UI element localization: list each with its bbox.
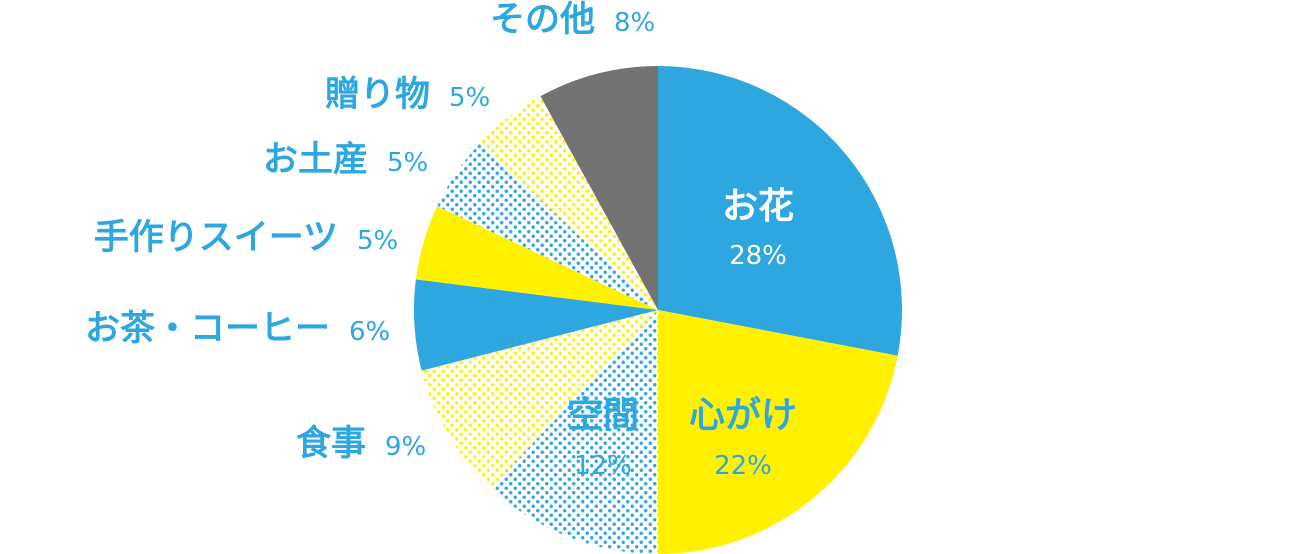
slice-percent-6: 5% xyxy=(357,226,398,256)
pie-labels: お花 28% 心がけ 22% 空間 12% 食事 9% お茶・コーヒー 6% 手作りスイーツ 5% お土… xyxy=(85,0,797,481)
pie-slice-1 xyxy=(658,66,903,356)
pie-slice-5 xyxy=(413,279,658,371)
slice-label-2: 心がけ xyxy=(689,395,797,436)
slice-label-3: 空間 xyxy=(567,395,639,436)
slice-percent-3: 12% xyxy=(574,451,632,481)
slice-percent-7: 5% xyxy=(387,148,428,178)
slice-percent-4: 9% xyxy=(385,432,426,462)
slice-percent-9: 8% xyxy=(614,8,655,38)
pie-slice-6 xyxy=(415,206,658,310)
pie-slice-8 xyxy=(480,96,658,311)
pie-slice-7 xyxy=(437,142,658,310)
slice-label-1: お花 xyxy=(722,186,794,227)
slice-label-7: お土産 xyxy=(263,140,368,180)
pie-slice-4 xyxy=(421,310,658,488)
pie-slice-3 xyxy=(490,310,658,554)
slice-label-9: その他 xyxy=(490,0,595,40)
slice-percent-1: 28% xyxy=(729,241,787,271)
slice-label-6: 手作りスイーツ xyxy=(94,218,338,258)
slice-label-4: 食事 xyxy=(296,423,366,464)
pie-slices xyxy=(413,65,903,554)
pie-slice-9 xyxy=(540,65,658,310)
slice-percent-2: 22% xyxy=(714,451,772,481)
pie-slice-2 xyxy=(658,310,898,554)
slice-label-8: 贈り物 xyxy=(325,75,430,115)
slice-label-5: お茶・コーヒー xyxy=(85,309,330,349)
slice-percent-5: 6% xyxy=(349,317,390,347)
slice-percent-8: 5% xyxy=(449,83,490,113)
